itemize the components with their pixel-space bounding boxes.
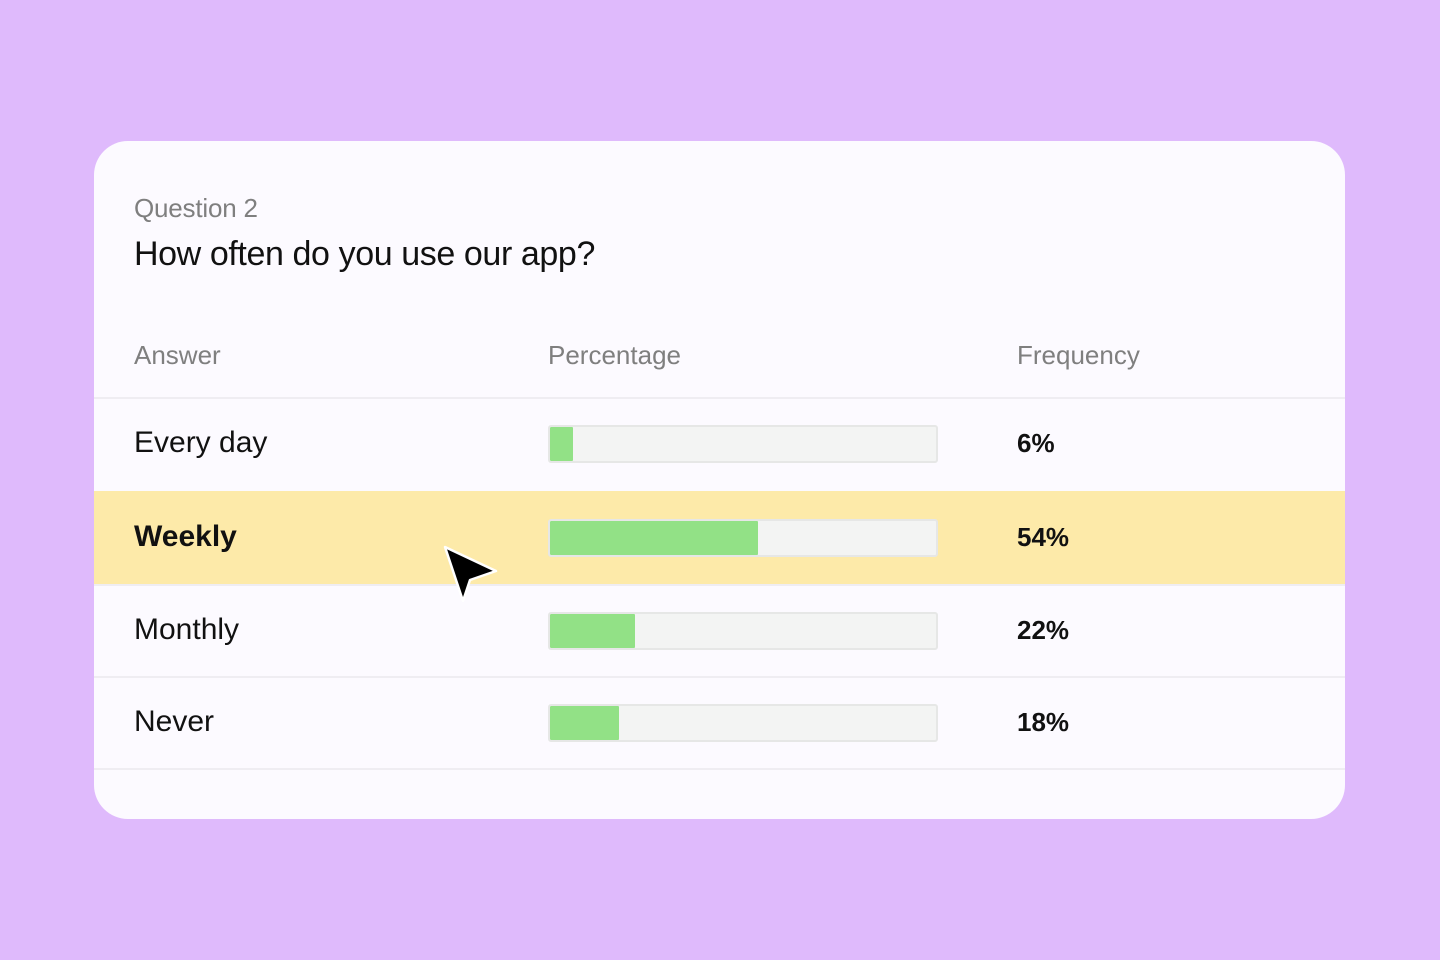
question-title: How often do you use our app? bbox=[134, 235, 595, 273]
percentage-bar-fill bbox=[550, 521, 759, 555]
column-header-frequency: Frequency bbox=[1017, 340, 1140, 370]
answer-label: Every day bbox=[134, 426, 268, 459]
frequency-value: 6% bbox=[1017, 428, 1055, 458]
mouse-pointer-icon bbox=[443, 545, 498, 603]
answer-row-weekly[interactable]: Weekly 54% bbox=[94, 491, 1345, 584]
answer-label: Monthly bbox=[134, 613, 240, 646]
percentage-bar-track bbox=[548, 612, 938, 650]
column-header-percentage: Percentage bbox=[548, 340, 681, 370]
percentage-bar-track bbox=[548, 519, 938, 557]
percentage-bar-track bbox=[548, 704, 938, 742]
table-bottom-divider bbox=[94, 768, 1345, 770]
percentage-bar-fill bbox=[550, 706, 620, 740]
answer-row-never[interactable]: Never 18% bbox=[94, 676, 1345, 769]
frequency-value: 54% bbox=[1017, 522, 1070, 552]
answer-row-monthly[interactable]: Monthly 22% bbox=[94, 584, 1345, 677]
percentage-bar-fill bbox=[550, 427, 574, 461]
answer-label: Weekly bbox=[134, 520, 237, 553]
survey-results-card: Question 2 How often do you use our app?… bbox=[94, 141, 1345, 819]
answer-row-every-day[interactable]: Every day 6% bbox=[94, 397, 1345, 490]
frequency-value: 18% bbox=[1017, 707, 1070, 737]
percentage-bar-track bbox=[548, 425, 938, 463]
question-number: Question 2 bbox=[134, 193, 258, 223]
percentage-bar-fill bbox=[550, 614, 635, 648]
frequency-value: 22% bbox=[1017, 615, 1070, 645]
column-header-answer: Answer bbox=[134, 340, 221, 370]
answer-label: Never bbox=[134, 705, 215, 738]
